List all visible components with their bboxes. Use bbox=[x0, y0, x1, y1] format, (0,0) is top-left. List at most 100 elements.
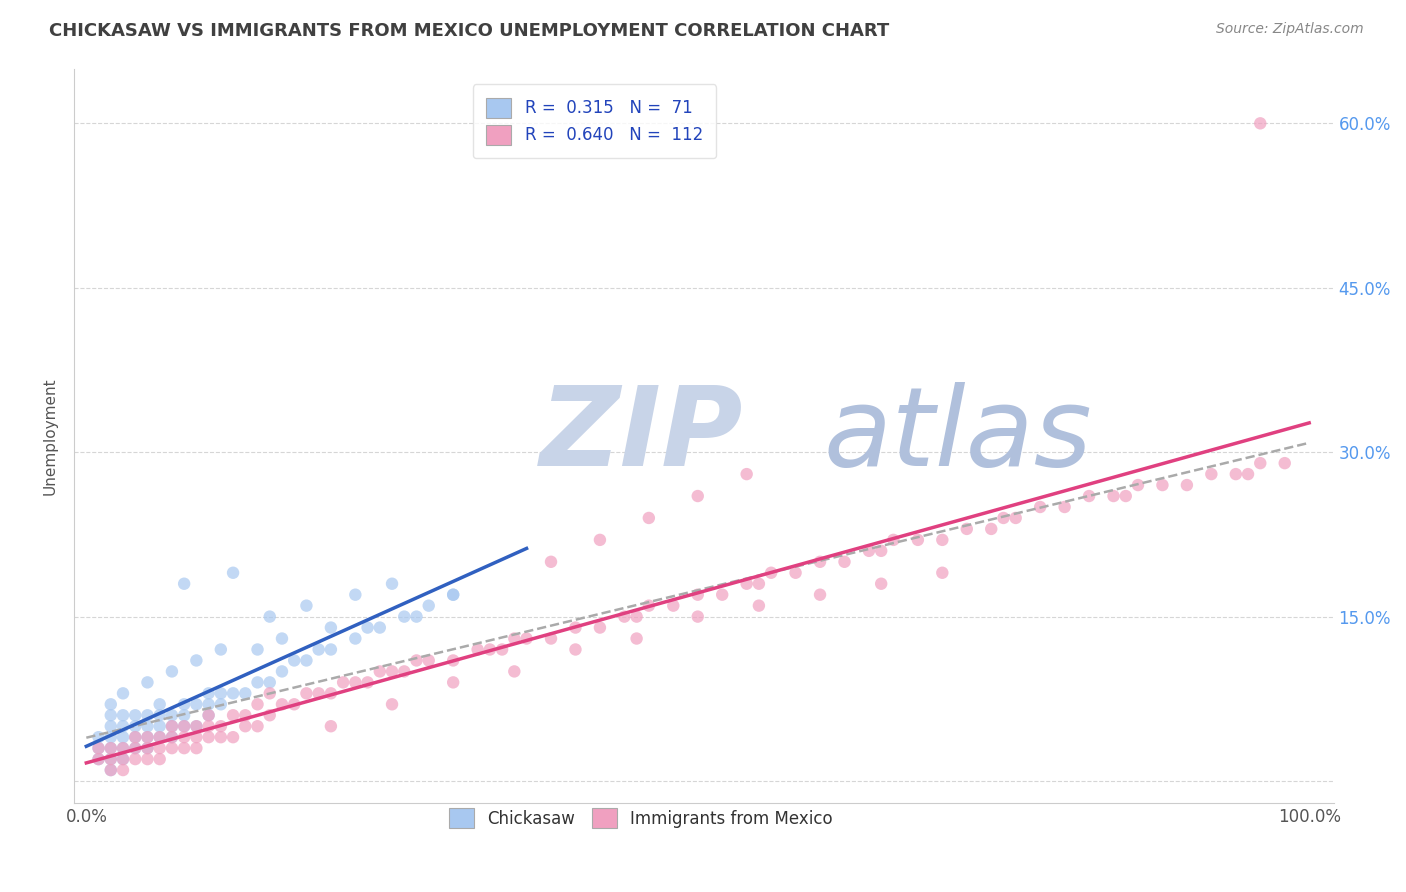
Point bbox=[332, 675, 354, 690]
Point bbox=[1004, 511, 1026, 525]
Point bbox=[87, 752, 110, 766]
Point bbox=[233, 686, 256, 700]
Point bbox=[100, 752, 122, 766]
Point bbox=[368, 665, 391, 679]
Point bbox=[246, 642, 269, 657]
Point bbox=[613, 609, 636, 624]
Point bbox=[136, 741, 159, 756]
Point bbox=[209, 698, 232, 712]
Point bbox=[209, 730, 232, 744]
Point bbox=[87, 741, 110, 756]
Point bbox=[1249, 116, 1271, 130]
Point bbox=[111, 752, 134, 766]
Point bbox=[441, 653, 464, 667]
Point bbox=[405, 653, 427, 667]
Point bbox=[124, 741, 146, 756]
Point bbox=[381, 665, 404, 679]
Point bbox=[100, 763, 122, 777]
Point bbox=[478, 642, 501, 657]
Point bbox=[1152, 478, 1174, 492]
Point bbox=[259, 708, 281, 723]
Point bbox=[246, 675, 269, 690]
Point bbox=[136, 730, 159, 744]
Point bbox=[100, 698, 122, 712]
Point bbox=[136, 741, 159, 756]
Point bbox=[308, 642, 330, 657]
Point bbox=[173, 741, 195, 756]
Point bbox=[491, 642, 513, 657]
Point bbox=[931, 566, 953, 580]
Point bbox=[173, 719, 195, 733]
Point bbox=[100, 752, 122, 766]
Text: Source: ZipAtlas.com: Source: ZipAtlas.com bbox=[1216, 22, 1364, 37]
Point bbox=[1102, 489, 1125, 503]
Point bbox=[308, 686, 330, 700]
Text: CHICKASAW VS IMMIGRANTS FROM MEXICO UNEMPLOYMENT CORRELATION CHART: CHICKASAW VS IMMIGRANTS FROM MEXICO UNEM… bbox=[49, 22, 890, 40]
Point bbox=[418, 653, 440, 667]
Point bbox=[394, 609, 416, 624]
Point bbox=[160, 730, 183, 744]
Point bbox=[748, 599, 770, 613]
Point bbox=[711, 588, 734, 602]
Point bbox=[197, 686, 219, 700]
Point bbox=[173, 708, 195, 723]
Point bbox=[283, 698, 305, 712]
Point bbox=[735, 576, 758, 591]
Point bbox=[160, 708, 183, 723]
Point bbox=[160, 665, 183, 679]
Point bbox=[870, 576, 893, 591]
Point bbox=[100, 708, 122, 723]
Point bbox=[1078, 489, 1101, 503]
Text: atlas: atlas bbox=[824, 383, 1092, 489]
Point bbox=[173, 719, 195, 733]
Point bbox=[637, 599, 659, 613]
Point bbox=[136, 675, 159, 690]
Point bbox=[295, 653, 318, 667]
Point bbox=[209, 719, 232, 733]
Point bbox=[808, 555, 831, 569]
Point bbox=[246, 719, 269, 733]
Point bbox=[197, 719, 219, 733]
Point bbox=[111, 730, 134, 744]
Point bbox=[381, 576, 404, 591]
Point bbox=[111, 741, 134, 756]
Point bbox=[186, 698, 208, 712]
Point bbox=[209, 642, 232, 657]
Point bbox=[186, 653, 208, 667]
Point bbox=[149, 752, 172, 766]
Point bbox=[100, 741, 122, 756]
Point bbox=[834, 555, 856, 569]
Point bbox=[882, 533, 904, 547]
Point bbox=[136, 730, 159, 744]
Point bbox=[956, 522, 979, 536]
Point bbox=[87, 730, 110, 744]
Point bbox=[858, 544, 880, 558]
Point bbox=[686, 489, 709, 503]
Point bbox=[124, 708, 146, 723]
Point bbox=[1201, 467, 1223, 482]
Point bbox=[136, 719, 159, 733]
Point bbox=[100, 763, 122, 777]
Point bbox=[197, 730, 219, 744]
Point bbox=[907, 533, 929, 547]
Point bbox=[394, 665, 416, 679]
Point bbox=[1249, 456, 1271, 470]
Point bbox=[111, 763, 134, 777]
Point bbox=[589, 621, 612, 635]
Point bbox=[160, 719, 183, 733]
Point bbox=[124, 730, 146, 744]
Point bbox=[111, 752, 134, 766]
Point bbox=[1237, 467, 1260, 482]
Point bbox=[319, 642, 342, 657]
Point bbox=[686, 609, 709, 624]
Point bbox=[295, 686, 318, 700]
Point bbox=[1115, 489, 1137, 503]
Point bbox=[136, 752, 159, 766]
Point bbox=[283, 653, 305, 667]
Point bbox=[735, 467, 758, 482]
Point bbox=[405, 609, 427, 624]
Point bbox=[759, 566, 782, 580]
Point bbox=[368, 621, 391, 635]
Point bbox=[87, 752, 110, 766]
Text: ZIP: ZIP bbox=[540, 383, 744, 489]
